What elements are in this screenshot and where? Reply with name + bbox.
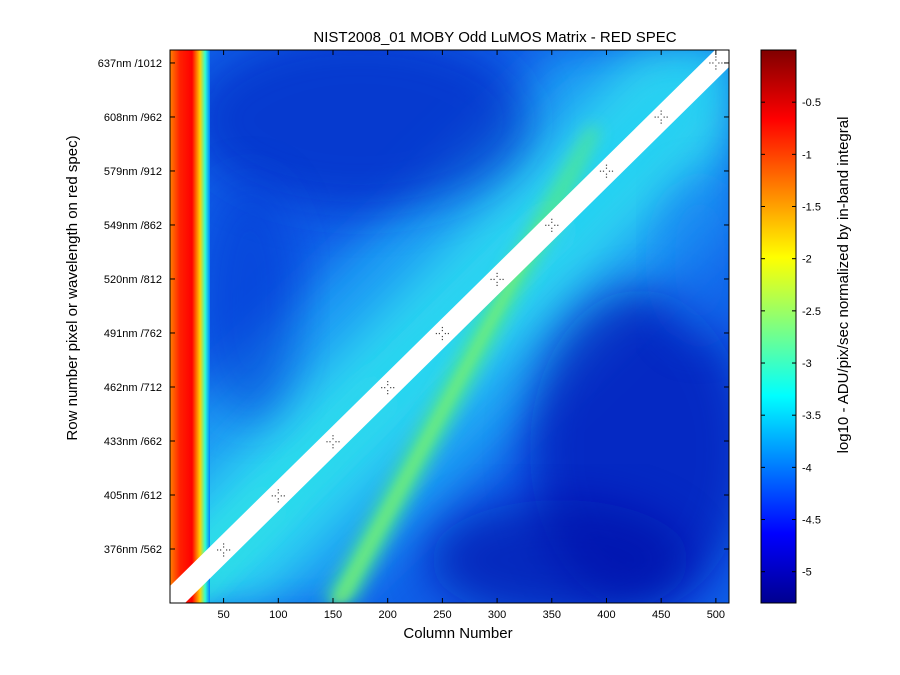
colorbar-tick-label: -4: [802, 462, 812, 474]
y-tick-label: 376nm /562: [104, 544, 162, 556]
dark-region-upper: [190, 50, 530, 210]
colorbar-tick-label: -5: [802, 567, 812, 579]
colorbar-label: log10 - ADU/pix/sec normalized by in-ban…: [835, 117, 852, 454]
colorbar-axis: -0.5 -1 -1.5 -2 -2.5 -3 -3.5 -4 -4.5 -5: [761, 97, 821, 579]
colorbar-tick-label: -1.5: [802, 202, 821, 214]
y-tick-label: 549nm /862: [104, 220, 162, 232]
diagonal-markers: [217, 56, 723, 557]
x-tick-label: 300: [488, 609, 506, 621]
colorbar-tick-label: -4.5: [802, 515, 821, 527]
stray-light-band-core: [330, 222, 548, 603]
colorbar: [760, 49, 797, 604]
x-tick-label: 50: [217, 609, 229, 621]
in-band-diagonal: [170, 50, 729, 603]
x-tick-label: 350: [543, 609, 561, 621]
colorbar-tick-label: -2.5: [802, 306, 821, 318]
left-edge-dark-strip: [170, 50, 196, 603]
y-tick-label: 579nm /912: [104, 166, 162, 178]
dark-region-bottom: [430, 500, 690, 603]
diagonal-marker-1: [271, 489, 285, 503]
y-tick-label: 491nm /762: [104, 328, 162, 340]
diagonal-marker-0: [217, 543, 231, 557]
colorbar-tick-label: -1: [802, 149, 812, 161]
y-tick-label: 520nm /812: [104, 274, 162, 286]
y-tick-label: 462nm /712: [104, 382, 162, 394]
y-axis-label: Row number pixel or wavelength on red sp…: [64, 135, 81, 440]
plot-frame: [169, 49, 730, 604]
x-axis: 50 100 150 200 250 300 350 400 450 500: [217, 50, 725, 621]
colorbar-tick-label: -0.5: [802, 97, 821, 109]
y-tick-label: 637nm /1012: [98, 58, 162, 70]
diagonal-marker-6: [545, 218, 559, 232]
x-axis-label: Column Number: [403, 625, 512, 642]
diagonal-marker-7: [599, 164, 614, 178]
y-axis: 376nm /562 405nm /612 433nm /662 462nm /712…: [98, 58, 729, 556]
x-tick-label: 200: [379, 609, 397, 621]
dark-region-left: [200, 180, 300, 420]
x-tick-label: 250: [433, 609, 451, 621]
chart-title: NIST2008_01 MOBY Odd LuMOS Matrix - RED …: [313, 29, 676, 46]
x-tick-label: 100: [269, 609, 287, 621]
diagonal-marker-3: [381, 381, 395, 395]
heatmap-image: [170, 50, 729, 603]
diagonal-marker-2: [326, 435, 340, 449]
x-tick-label: 450: [652, 609, 670, 621]
x-tick-label: 400: [597, 609, 615, 621]
x-tick-label: 150: [324, 609, 342, 621]
diagonal-marker-4: [435, 326, 449, 341]
diagonal-marker-8: [654, 110, 668, 124]
colorbar-tick-label: -2: [802, 254, 812, 266]
diagonal-marker-9: [709, 56, 723, 70]
y-tick-label: 608nm /962: [104, 112, 162, 124]
colorbar-tick-label: -3: [802, 358, 812, 370]
y-tick-label: 433nm /662: [104, 436, 162, 448]
y-tick-label: 405nm /612: [104, 490, 162, 502]
dark-region-upper-right: [660, 180, 729, 340]
x-tick-label: 500: [707, 609, 725, 621]
colorbar-tick-label: -3.5: [802, 410, 821, 422]
diagonal-marker-5: [490, 272, 504, 287]
